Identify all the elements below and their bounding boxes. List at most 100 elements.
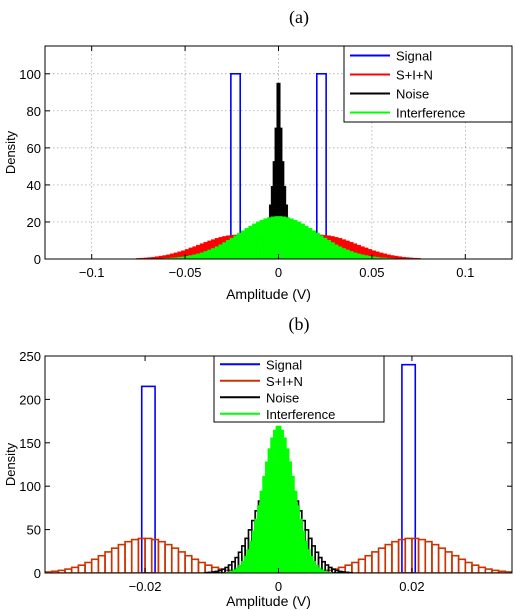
histogram-bar xyxy=(199,252,204,259)
histogram-bar xyxy=(311,230,317,259)
histogram-bar xyxy=(289,218,294,259)
histogram-bar xyxy=(110,547,120,573)
y-tick-label: 50 xyxy=(27,523,41,538)
x-axis-label: Amplitude (V) xyxy=(226,593,311,609)
y-tick-label: 0 xyxy=(34,252,41,267)
y-tick-label: 80 xyxy=(27,104,41,119)
y-tick-label: 60 xyxy=(27,141,41,156)
histogram-bar xyxy=(471,564,480,573)
histogram-bar xyxy=(315,232,320,259)
histogram-bar xyxy=(232,569,237,573)
histogram-bar xyxy=(451,554,460,573)
histogram-bar xyxy=(272,429,277,573)
histogram-bar xyxy=(299,518,303,573)
histogram-bar xyxy=(437,547,447,573)
histogram-bar xyxy=(192,254,197,259)
histogram-bar xyxy=(246,549,250,573)
histogram-bar xyxy=(256,505,261,573)
histogram-bar xyxy=(264,461,269,573)
histogram-bar xyxy=(278,425,282,573)
histogram-bar xyxy=(64,568,73,573)
histogram-bar xyxy=(377,547,387,573)
histogram-bar xyxy=(262,475,266,573)
histogram-bar xyxy=(484,568,493,573)
histogram-bar xyxy=(184,554,193,573)
histogram-bar xyxy=(157,540,166,573)
histogram-bar xyxy=(288,461,293,573)
histogram-bar xyxy=(251,530,255,573)
x-tick-label: −0.02 xyxy=(129,579,162,594)
histogram-bar xyxy=(424,540,433,573)
histogram-bar xyxy=(254,518,258,573)
plot-area xyxy=(136,72,421,259)
histogram-bar xyxy=(364,554,373,573)
histogram-bar xyxy=(353,252,358,259)
histogram-bar xyxy=(318,567,322,573)
histogram-bar xyxy=(222,242,227,259)
histogram-bar xyxy=(371,551,380,573)
histogram-bar xyxy=(285,217,290,259)
histogram-bar xyxy=(233,235,238,259)
histogram-bar xyxy=(334,244,339,259)
panel-a-title: (a) xyxy=(289,7,309,28)
histogram-bar xyxy=(326,240,332,259)
histogram-bar xyxy=(312,561,317,573)
histogram-bar xyxy=(124,540,133,573)
histogram-bar xyxy=(252,223,257,259)
histogram-bar xyxy=(275,425,279,573)
histogram-bar xyxy=(203,251,208,259)
histogram-bar xyxy=(431,543,440,573)
histogram-bar xyxy=(243,555,247,573)
histogram-bar xyxy=(164,543,173,573)
histogram-bar xyxy=(356,253,361,259)
histogram-bar xyxy=(457,558,467,573)
legend-box xyxy=(343,45,513,123)
histogram-bar xyxy=(384,543,393,573)
histogram-bar xyxy=(304,225,309,259)
histogram-bar xyxy=(300,223,305,259)
series-signal xyxy=(140,363,417,573)
legend-label: Noise xyxy=(396,87,429,102)
histogram-bar xyxy=(235,567,239,573)
histogram-bar xyxy=(259,490,263,573)
histogram-bar xyxy=(307,549,311,573)
histogram-bar xyxy=(401,363,417,573)
histogram-bar xyxy=(229,237,234,259)
histogram-bar xyxy=(240,230,246,259)
histogram-bar xyxy=(357,558,367,573)
histogram-bar xyxy=(464,561,473,573)
histogram-bar xyxy=(267,217,272,259)
x-tick-label: −0.1 xyxy=(79,265,105,280)
histogram-bar xyxy=(97,554,106,573)
histogram-bar xyxy=(310,555,314,573)
y-axis-label: Density xyxy=(3,130,18,174)
histogram-bar xyxy=(404,537,413,573)
legend-label: Interference xyxy=(266,407,335,422)
histogram-bar xyxy=(283,437,287,573)
histogram-bar xyxy=(259,219,264,259)
histogram-bar xyxy=(130,538,140,573)
histogram-bar xyxy=(170,547,180,573)
x-tick-label: 0.05 xyxy=(359,265,384,280)
histogram-bar xyxy=(70,566,80,573)
y-tick-label: 100 xyxy=(19,479,41,494)
histogram-bar xyxy=(237,232,242,259)
histogram-bar xyxy=(240,561,245,573)
histogram-bar xyxy=(238,564,242,573)
histogram-bar xyxy=(315,72,327,259)
legend-label: Signal xyxy=(266,357,302,372)
histogram-bar xyxy=(278,216,283,259)
y-tick-label: 150 xyxy=(19,436,41,451)
histogram-bar xyxy=(341,248,346,259)
legend-box xyxy=(213,355,385,423)
histogram-bar xyxy=(417,538,427,573)
y-tick-label: 40 xyxy=(27,178,41,193)
histogram-bar xyxy=(270,437,274,573)
histogram-bar xyxy=(282,216,287,259)
histogram-bar xyxy=(291,475,295,573)
legend-label: Interference xyxy=(396,106,465,121)
histogram-bar xyxy=(248,540,253,573)
histogram-bar xyxy=(263,218,268,259)
histogram-bar xyxy=(286,448,290,573)
